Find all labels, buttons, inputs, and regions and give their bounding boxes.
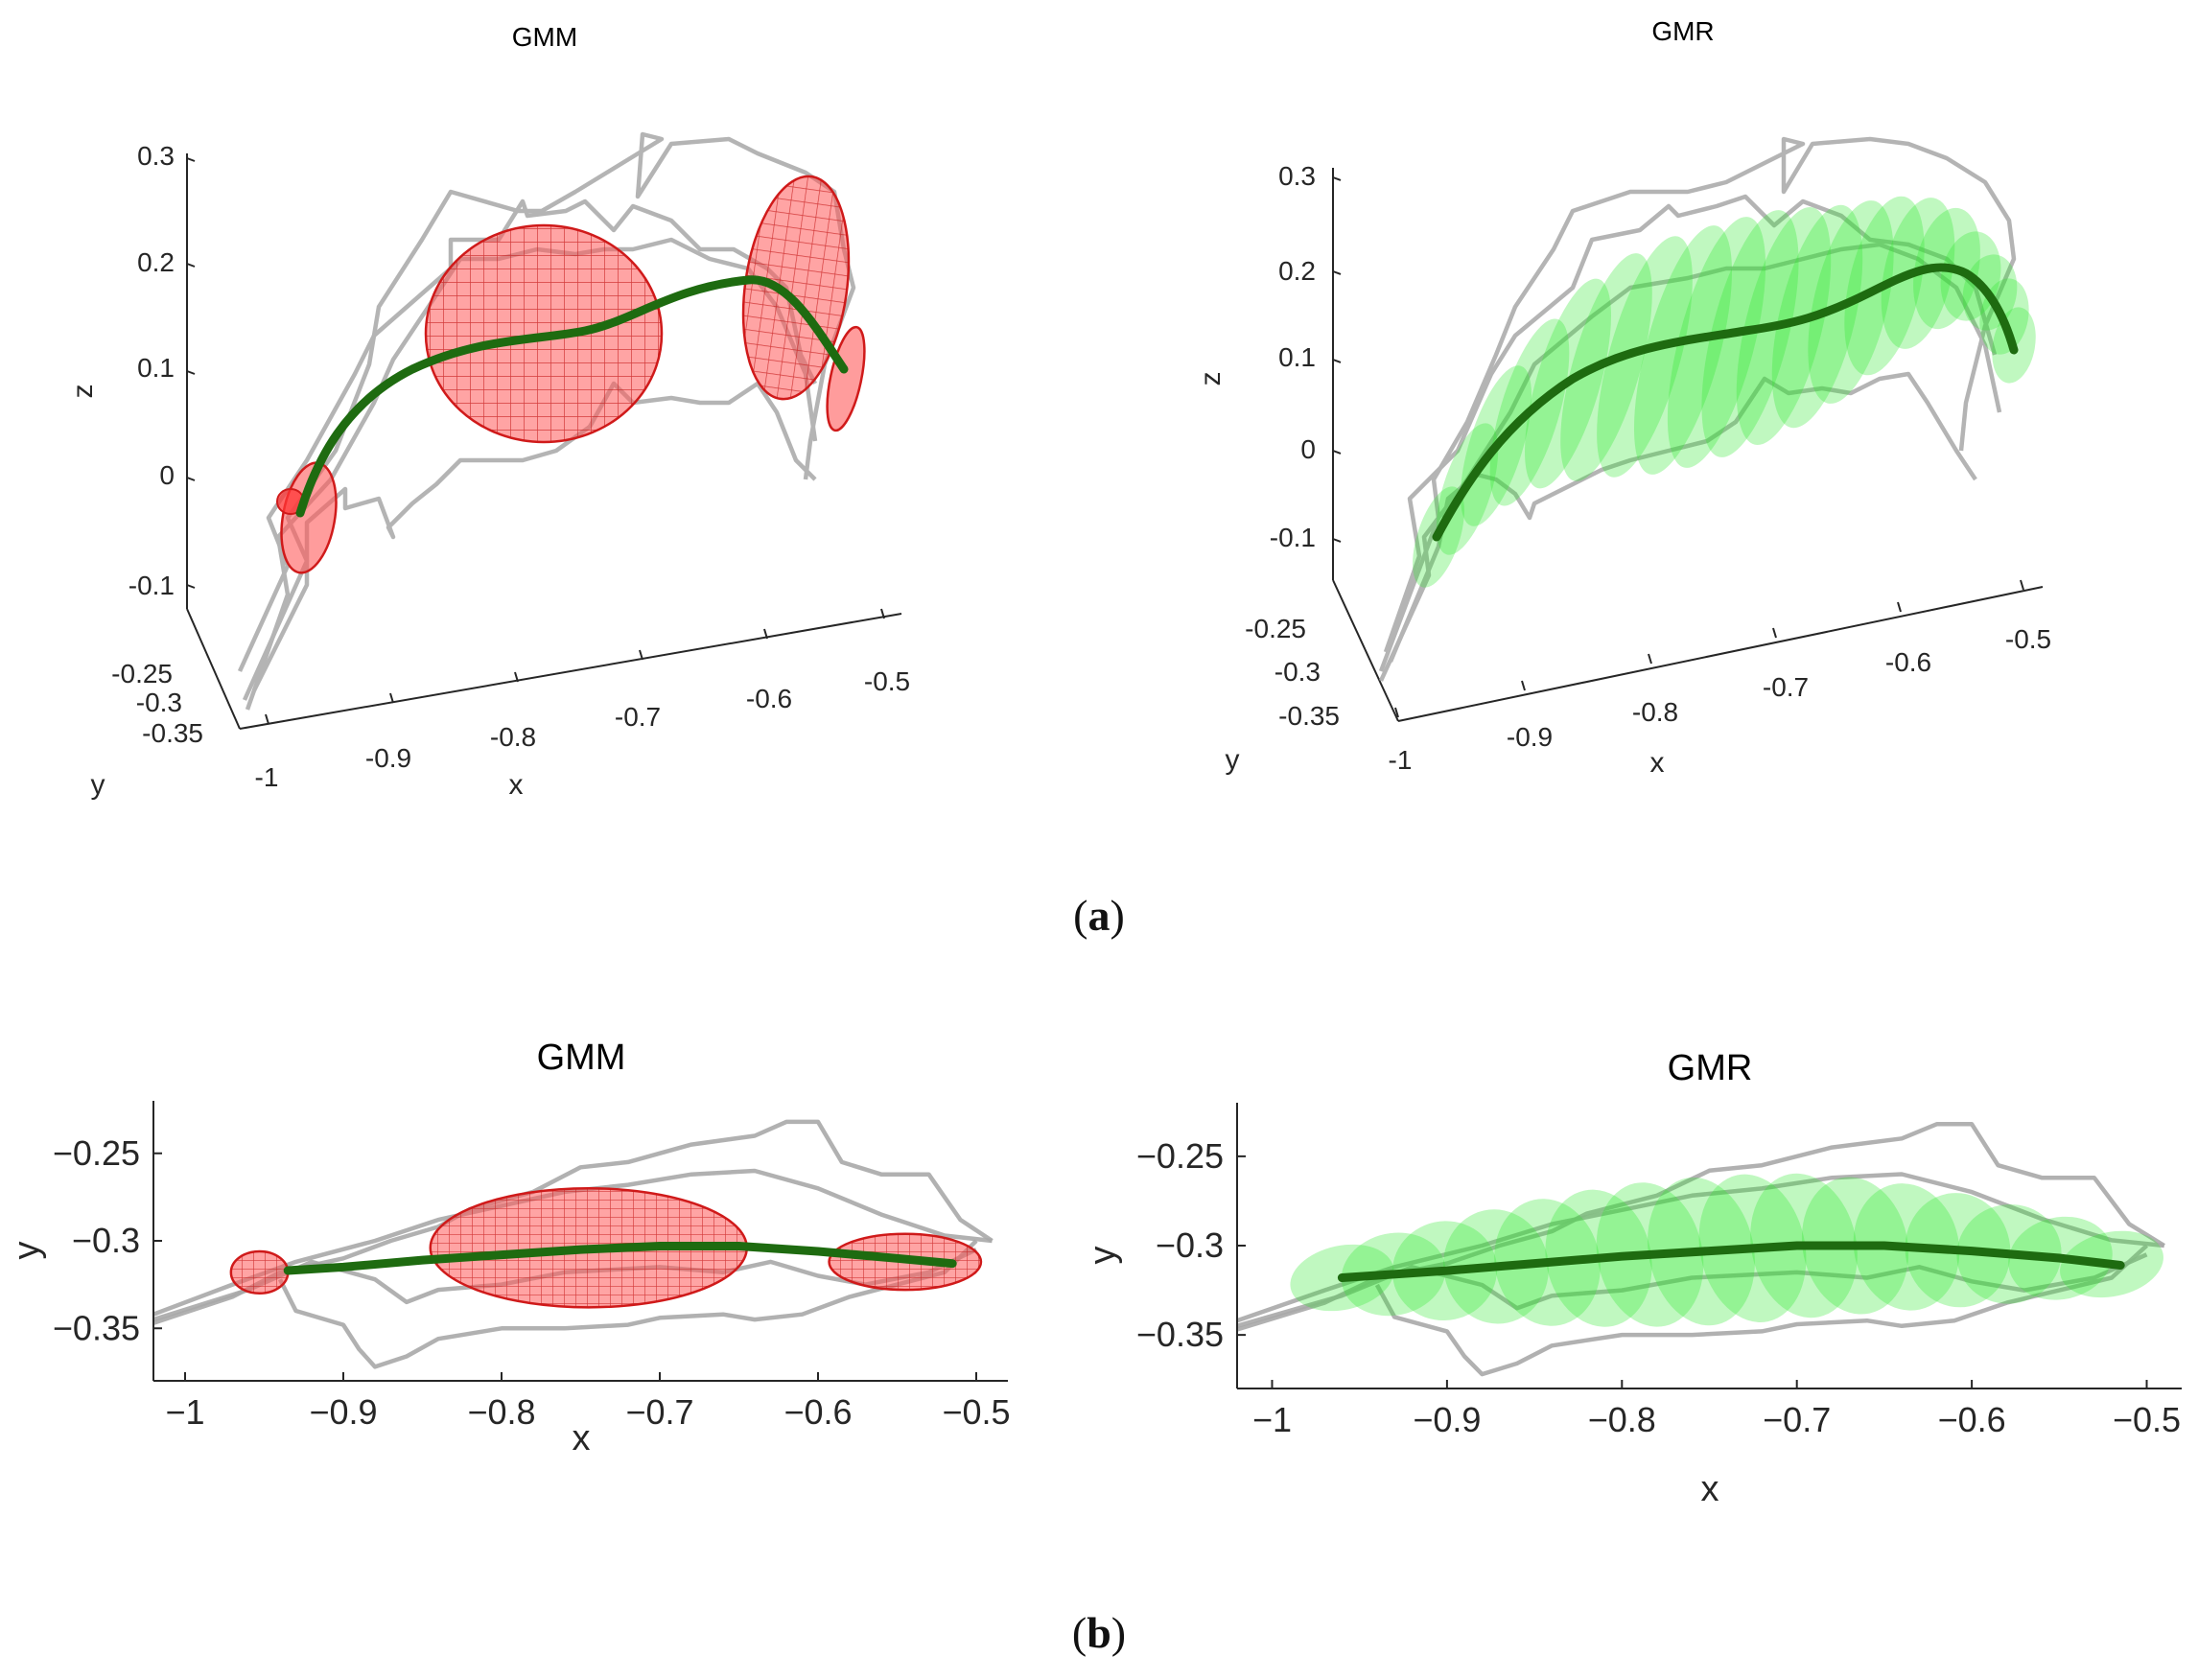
x-tick-label: −0.7 bbox=[1763, 1400, 1831, 1439]
x-tick-label: -0.5 bbox=[2005, 624, 2051, 654]
b-gmm-axes: −1 −0.9 −0.8 −0.7 −0.6 −0.5 −0.25 −0.3 −0.35 bbox=[53, 1101, 1011, 1432]
z-tick-label: 0.3 bbox=[1278, 161, 1316, 191]
z-tick-label: 0 bbox=[1300, 434, 1316, 464]
x-tick-label: -0.6 bbox=[746, 684, 792, 713]
y-tick-label: -0.25 bbox=[1245, 614, 1306, 643]
b-gmr-xlabel: x bbox=[1701, 1469, 1719, 1509]
demonstration-line bbox=[152, 1119, 994, 1325]
y-tick-label: -0.35 bbox=[1278, 701, 1340, 731]
x-tick-label: −0.6 bbox=[1938, 1400, 2006, 1439]
caption-a-letter: a bbox=[1088, 891, 1111, 940]
a-gmr-x-ticks: -1 -0.9 -0.8 -0.7 -0.6 -0.5 bbox=[1389, 579, 2051, 775]
gmr-covariance-ellipse bbox=[1633, 225, 1733, 475]
z-tick-label: 0.2 bbox=[137, 247, 175, 277]
y-tick-label: −0.3 bbox=[72, 1221, 140, 1260]
y-tick-label: -0.3 bbox=[1274, 657, 1321, 687]
z-tick-label: -0.1 bbox=[1270, 523, 1316, 552]
panel-a-gmm: GMM 0.3 0.2 0.1 0 -0.1 -0.25 -0.3 -0.35 … bbox=[67, 22, 910, 801]
x-tick-label: -0.7 bbox=[1763, 672, 1809, 702]
a-gmr-mean-trajectory bbox=[1432, 263, 2019, 542]
x-tick-label: -0.9 bbox=[1507, 722, 1553, 752]
a-gmr-zlabel: z bbox=[1195, 372, 1227, 386]
panel-a-gmm-title: GMM bbox=[512, 22, 577, 52]
x-tick-label: −0.6 bbox=[783, 1392, 852, 1432]
panel-b-gmm-title: GMM bbox=[537, 1038, 626, 1078]
x-tick-label: -0.9 bbox=[365, 743, 411, 773]
y-tick-label: -0.25 bbox=[111, 659, 173, 688]
panel-a-gmr-title: GMR bbox=[1651, 16, 1714, 46]
x-tick-label: −0.9 bbox=[1413, 1400, 1481, 1439]
b-gmm-xlabel: x bbox=[573, 1418, 591, 1458]
y-tick-label: -0.3 bbox=[136, 688, 182, 717]
b-gmm-ylabel: y bbox=[7, 1242, 47, 1260]
panel-a-gmr: GMR 0.3 0.2 0.1 0 -0.1 -0.25 -0.3 -0.35 … bbox=[1195, 16, 2051, 779]
y-tick-label: -0.35 bbox=[142, 718, 203, 748]
b-gmm-mean-trajectory bbox=[283, 1242, 957, 1275]
x-tick-label: −0.7 bbox=[625, 1392, 693, 1432]
a-gmr-ylabel: y bbox=[1226, 744, 1240, 776]
a-gmm-z-ticks: 0.3 0.2 0.1 0 -0.1 bbox=[129, 141, 196, 600]
x-tick-label: −0.9 bbox=[309, 1392, 377, 1432]
demonstration-line bbox=[277, 1239, 978, 1369]
a-gmm-component bbox=[826, 325, 866, 432]
demonstration-line bbox=[1236, 1172, 2165, 1323]
caption-a: (a) bbox=[1073, 891, 1125, 940]
gmm-component-mesh bbox=[230, 1250, 289, 1294]
z-tick-label: -0.1 bbox=[129, 571, 175, 600]
x-tick-label: −0.5 bbox=[942, 1392, 1010, 1432]
x-tick-label: -1 bbox=[255, 762, 279, 792]
y-tick-label: −0.35 bbox=[53, 1308, 140, 1347]
x-tick-label: −1 bbox=[165, 1392, 204, 1432]
a-gmr-covariances bbox=[1413, 196, 2036, 588]
gmr-covariance-ellipse bbox=[1560, 253, 1652, 481]
x-tick-label: -0.8 bbox=[1632, 697, 1678, 727]
gmr-covariance-ellipse bbox=[1667, 217, 1766, 468]
x-tick-label: −0.5 bbox=[2113, 1400, 2181, 1439]
demonstration-line bbox=[1374, 1244, 2149, 1377]
caption-b: (b) bbox=[1072, 1608, 1126, 1657]
x-tick-label: -0.7 bbox=[615, 702, 661, 732]
panel-b-gmr: GMR −1 −0.9 −0.8 −0.7 −0.6 −0.5 −0.25 −0.3 −0.35… bbox=[1083, 1048, 2182, 1509]
gmr-covariance-ellipse bbox=[1597, 236, 1693, 478]
z-tick-label: 0.1 bbox=[1278, 342, 1316, 372]
y-tick-label: −0.25 bbox=[1136, 1136, 1224, 1176]
x-tick-label: -0.6 bbox=[1885, 647, 1931, 677]
x-tick-label: −0.8 bbox=[467, 1392, 535, 1432]
demonstration-line bbox=[1236, 1122, 2165, 1332]
b-gmr-mean-trajectory bbox=[1337, 1241, 2125, 1282]
z-tick-label: 0.2 bbox=[1278, 256, 1316, 286]
panel-b-gmm: GMM −1 −0.9 −0.8 −0.7 −0.6 −0.5 −0.25 −0.3 −0.35… bbox=[7, 1038, 1011, 1458]
x-tick-label: −0.8 bbox=[1588, 1400, 1656, 1439]
z-tick-label: 0.1 bbox=[137, 353, 175, 383]
caption-b-letter: b bbox=[1087, 1608, 1111, 1657]
x-tick-label: -0.8 bbox=[490, 722, 536, 752]
a-gmm-zlabel: z bbox=[67, 385, 99, 399]
x-tick-label: -0.5 bbox=[864, 666, 910, 696]
b-gmr-ylabel: y bbox=[1083, 1247, 1123, 1265]
a-gmr-x-axis bbox=[1397, 586, 2044, 722]
z-tick-label: 0 bbox=[159, 460, 175, 490]
a-gmr-y-ticks: -0.25 -0.3 -0.35 bbox=[1245, 614, 1340, 731]
a-gmr-xlabel: x bbox=[1650, 747, 1665, 779]
a-gmm-xlabel: x bbox=[509, 769, 524, 801]
b-gmr-demonstrations bbox=[1236, 1122, 2165, 1377]
z-tick-label: 0.3 bbox=[137, 141, 175, 171]
panel-b-gmr-title: GMR bbox=[1668, 1048, 1753, 1088]
a-gmm-ylabel: y bbox=[91, 769, 105, 801]
a-gmm-y-axis bbox=[186, 608, 241, 730]
b-gmr-axes: −1 −0.9 −0.8 −0.7 −0.6 −0.5 −0.25 −0.3 −0.35 bbox=[1136, 1103, 2182, 1439]
x-tick-label: -1 bbox=[1389, 745, 1413, 775]
a-gmm-x-ticks: -1 -0.9 -0.8 -0.7 -0.6 -0.5 bbox=[255, 608, 910, 792]
a-gmm-x-axis bbox=[239, 613, 902, 730]
a-gmm-mean-trajectory bbox=[295, 275, 849, 518]
y-tick-label: −0.25 bbox=[53, 1133, 140, 1173]
a-gmr-z-ticks: 0.3 0.2 0.1 0 -0.1 bbox=[1270, 161, 1342, 552]
y-tick-label: −0.35 bbox=[1136, 1315, 1224, 1354]
y-tick-label: −0.3 bbox=[1156, 1225, 1224, 1265]
a-gmm-components bbox=[276, 175, 866, 574]
a-gmr-y-axis bbox=[1332, 579, 1399, 722]
x-tick-label: −1 bbox=[1252, 1400, 1292, 1439]
a-gmm-y-ticks: -0.25 -0.3 -0.35 bbox=[111, 659, 203, 748]
